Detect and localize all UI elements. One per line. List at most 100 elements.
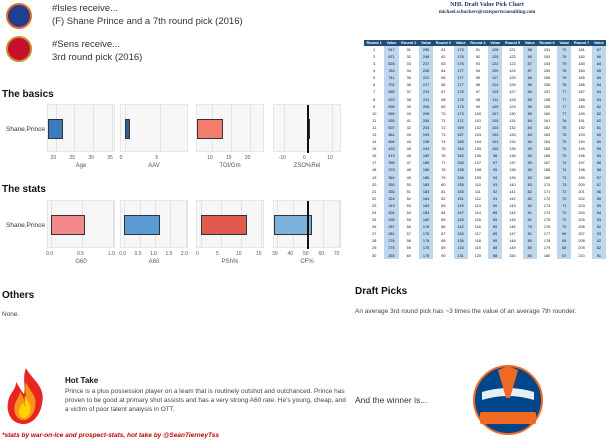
draft-table-cell: 111: [488, 95, 503, 104]
draft-table-cell: 86: [522, 81, 537, 89]
draft-table-cell: 150: [502, 252, 523, 260]
draft-table-cell: 52: [591, 244, 606, 253]
draft-table-cell: 162: [536, 124, 558, 132]
sens-receive-title: #Sens receive...: [52, 39, 121, 50]
draft-table-cell: 198: [571, 166, 592, 174]
draft-table-cell: 114: [467, 209, 489, 217]
draft-table-cell: 2: [364, 53, 385, 61]
draft-table-header: Round 3: [433, 40, 454, 47]
draft-table-cell: 222: [418, 74, 434, 82]
basics-section-title: The basics: [2, 89, 54, 100]
draft-table-cell: 871: [384, 53, 399, 61]
draft-table-cell: 74: [557, 159, 572, 167]
stats-axis-label: CF%: [300, 259, 314, 265]
draft-table-cell: 196: [571, 152, 592, 160]
draft-table-cell: 145: [453, 216, 468, 224]
draft-table-cell: 194: [418, 145, 434, 153]
basics-gridline: [160, 105, 162, 151]
draft-table-cell: 45: [398, 145, 419, 153]
basics-tick-label: 35: [107, 155, 113, 161]
draft-table-header: Round 7: [571, 40, 592, 47]
draft-table-cell: 102: [467, 124, 489, 132]
draft-table-cell: 187: [571, 88, 592, 96]
draft-table-cell: 87: [522, 67, 537, 75]
draft-table-cell: 207: [571, 230, 592, 238]
draft-table-cell: 42: [398, 124, 419, 132]
stats-tick-label: 50: [303, 251, 309, 257]
draft-table-cell: 78: [433, 166, 454, 174]
draft-table-cell: 48: [398, 166, 419, 174]
draft-table-cell: 103: [488, 131, 503, 139]
draft-table-cell: 193: [571, 131, 592, 139]
draft-table-cell: 85: [522, 110, 537, 118]
basics-panel-0: [47, 104, 115, 152]
draft-table-cell: 304: [384, 209, 399, 217]
stats-tick-label: 10: [236, 251, 242, 257]
draft-table-cell: 172: [536, 195, 558, 203]
draft-table-cell: 189: [571, 103, 592, 111]
draft-table-cell: 83: [522, 173, 537, 182]
draft-table-cell: 77: [557, 110, 572, 118]
draft-table-cell: 180: [418, 216, 434, 224]
draft-table-row: 7 665 37 213 67 176 97 113 127 84 157 77 187 64: [364, 88, 606, 96]
basics-chart: Shane.Prince 20 25 30 35 Age 0 5 AAV 10 15 20 TOI/G…: [0, 104, 341, 176]
basics-axis-label: ZSO%Rel: [293, 163, 321, 169]
basics-tick-label: 5: [155, 155, 159, 161]
draft-table-cell: 206: [418, 117, 434, 125]
draft-table-cell: 41: [398, 117, 419, 125]
draft-table-cell: 176: [453, 88, 468, 96]
draft-table-cell: 174: [536, 209, 558, 217]
draft-table-cell: 103: [467, 131, 489, 139]
draft-table-cell: 117: [488, 74, 503, 82]
draft-table-cell: 79: [433, 173, 454, 182]
draft-table-cell: 122: [502, 53, 523, 61]
draft-table-cell: 88: [522, 46, 537, 54]
stats-tick-label: 0: [196, 251, 199, 257]
draft-table-cell: 114: [488, 81, 503, 89]
draft-table-cell: 4: [364, 67, 385, 75]
stats-bar-cf-: [274, 215, 312, 235]
draft-table-cell: 76: [557, 124, 572, 132]
draft-chart-subtitle: michael.schuckers@statsportsconsulting.c…: [438, 10, 536, 15]
draft-table-cell: 66: [433, 81, 454, 89]
basics-panel-1: [120, 104, 188, 152]
draft-table-cell: 84: [522, 124, 537, 132]
draft-table-cell: 27: [364, 230, 385, 238]
stats-bar-a60: [124, 215, 160, 235]
stats-gridline: [112, 201, 114, 247]
draft-table-row: 29 275 59 175 89 133 119 88 149 80 179 68 209 52: [364, 244, 606, 253]
draft-table-cell: 107: [467, 159, 489, 167]
draft-table-cell: 134: [502, 138, 523, 146]
draft-table-cell: 161: [536, 117, 558, 125]
draft-table-cell: 74: [557, 166, 572, 174]
draft-table-cell: 175: [418, 252, 434, 260]
draft-table-cell: 67: [557, 252, 572, 260]
draft-table-cell: 112: [467, 195, 489, 203]
draft-table-cell: 89: [488, 223, 503, 231]
draft-table-cell: 97: [467, 88, 489, 96]
draft-table-cell: 217: [418, 81, 434, 89]
draft-table-cell: 204: [571, 209, 592, 217]
draft-table-header: Round 2: [398, 40, 419, 47]
draft-table-row: 22 324 52 184 82 151 112 91 142 82 172 72 202 55: [364, 195, 606, 203]
stats-tick-label: 30: [272, 251, 278, 257]
draft-table-cell: 9: [364, 103, 385, 111]
draft-table-cell: 133: [502, 131, 523, 139]
stats-gridline: [323, 201, 325, 247]
draft-table-cell: 19: [364, 173, 385, 182]
draft-table-cell: 84: [522, 138, 537, 146]
draft-table-cell: 77: [557, 103, 572, 111]
draft-table-cell: 143: [502, 202, 523, 210]
draft-table-cell: 165: [453, 138, 468, 146]
draft-table-cell: 64: [433, 67, 454, 75]
draft-table-cell: 87: [433, 230, 454, 238]
stats-tick-label: 0.0: [119, 251, 127, 257]
draft-table-row: 12 507 42 203 72 169 102 104 132 84 162 76 192 61: [364, 124, 606, 132]
draft-table-cell: 35: [398, 74, 419, 82]
draft-table-cell: 210: [571, 252, 592, 260]
draft-table-cell: 116: [467, 223, 489, 231]
draft-table-cell: 6: [364, 81, 385, 89]
draft-table-cell: 38: [398, 95, 419, 104]
draft-table-cell: 77: [557, 95, 572, 104]
draft-table-cell: 140: [453, 230, 468, 238]
